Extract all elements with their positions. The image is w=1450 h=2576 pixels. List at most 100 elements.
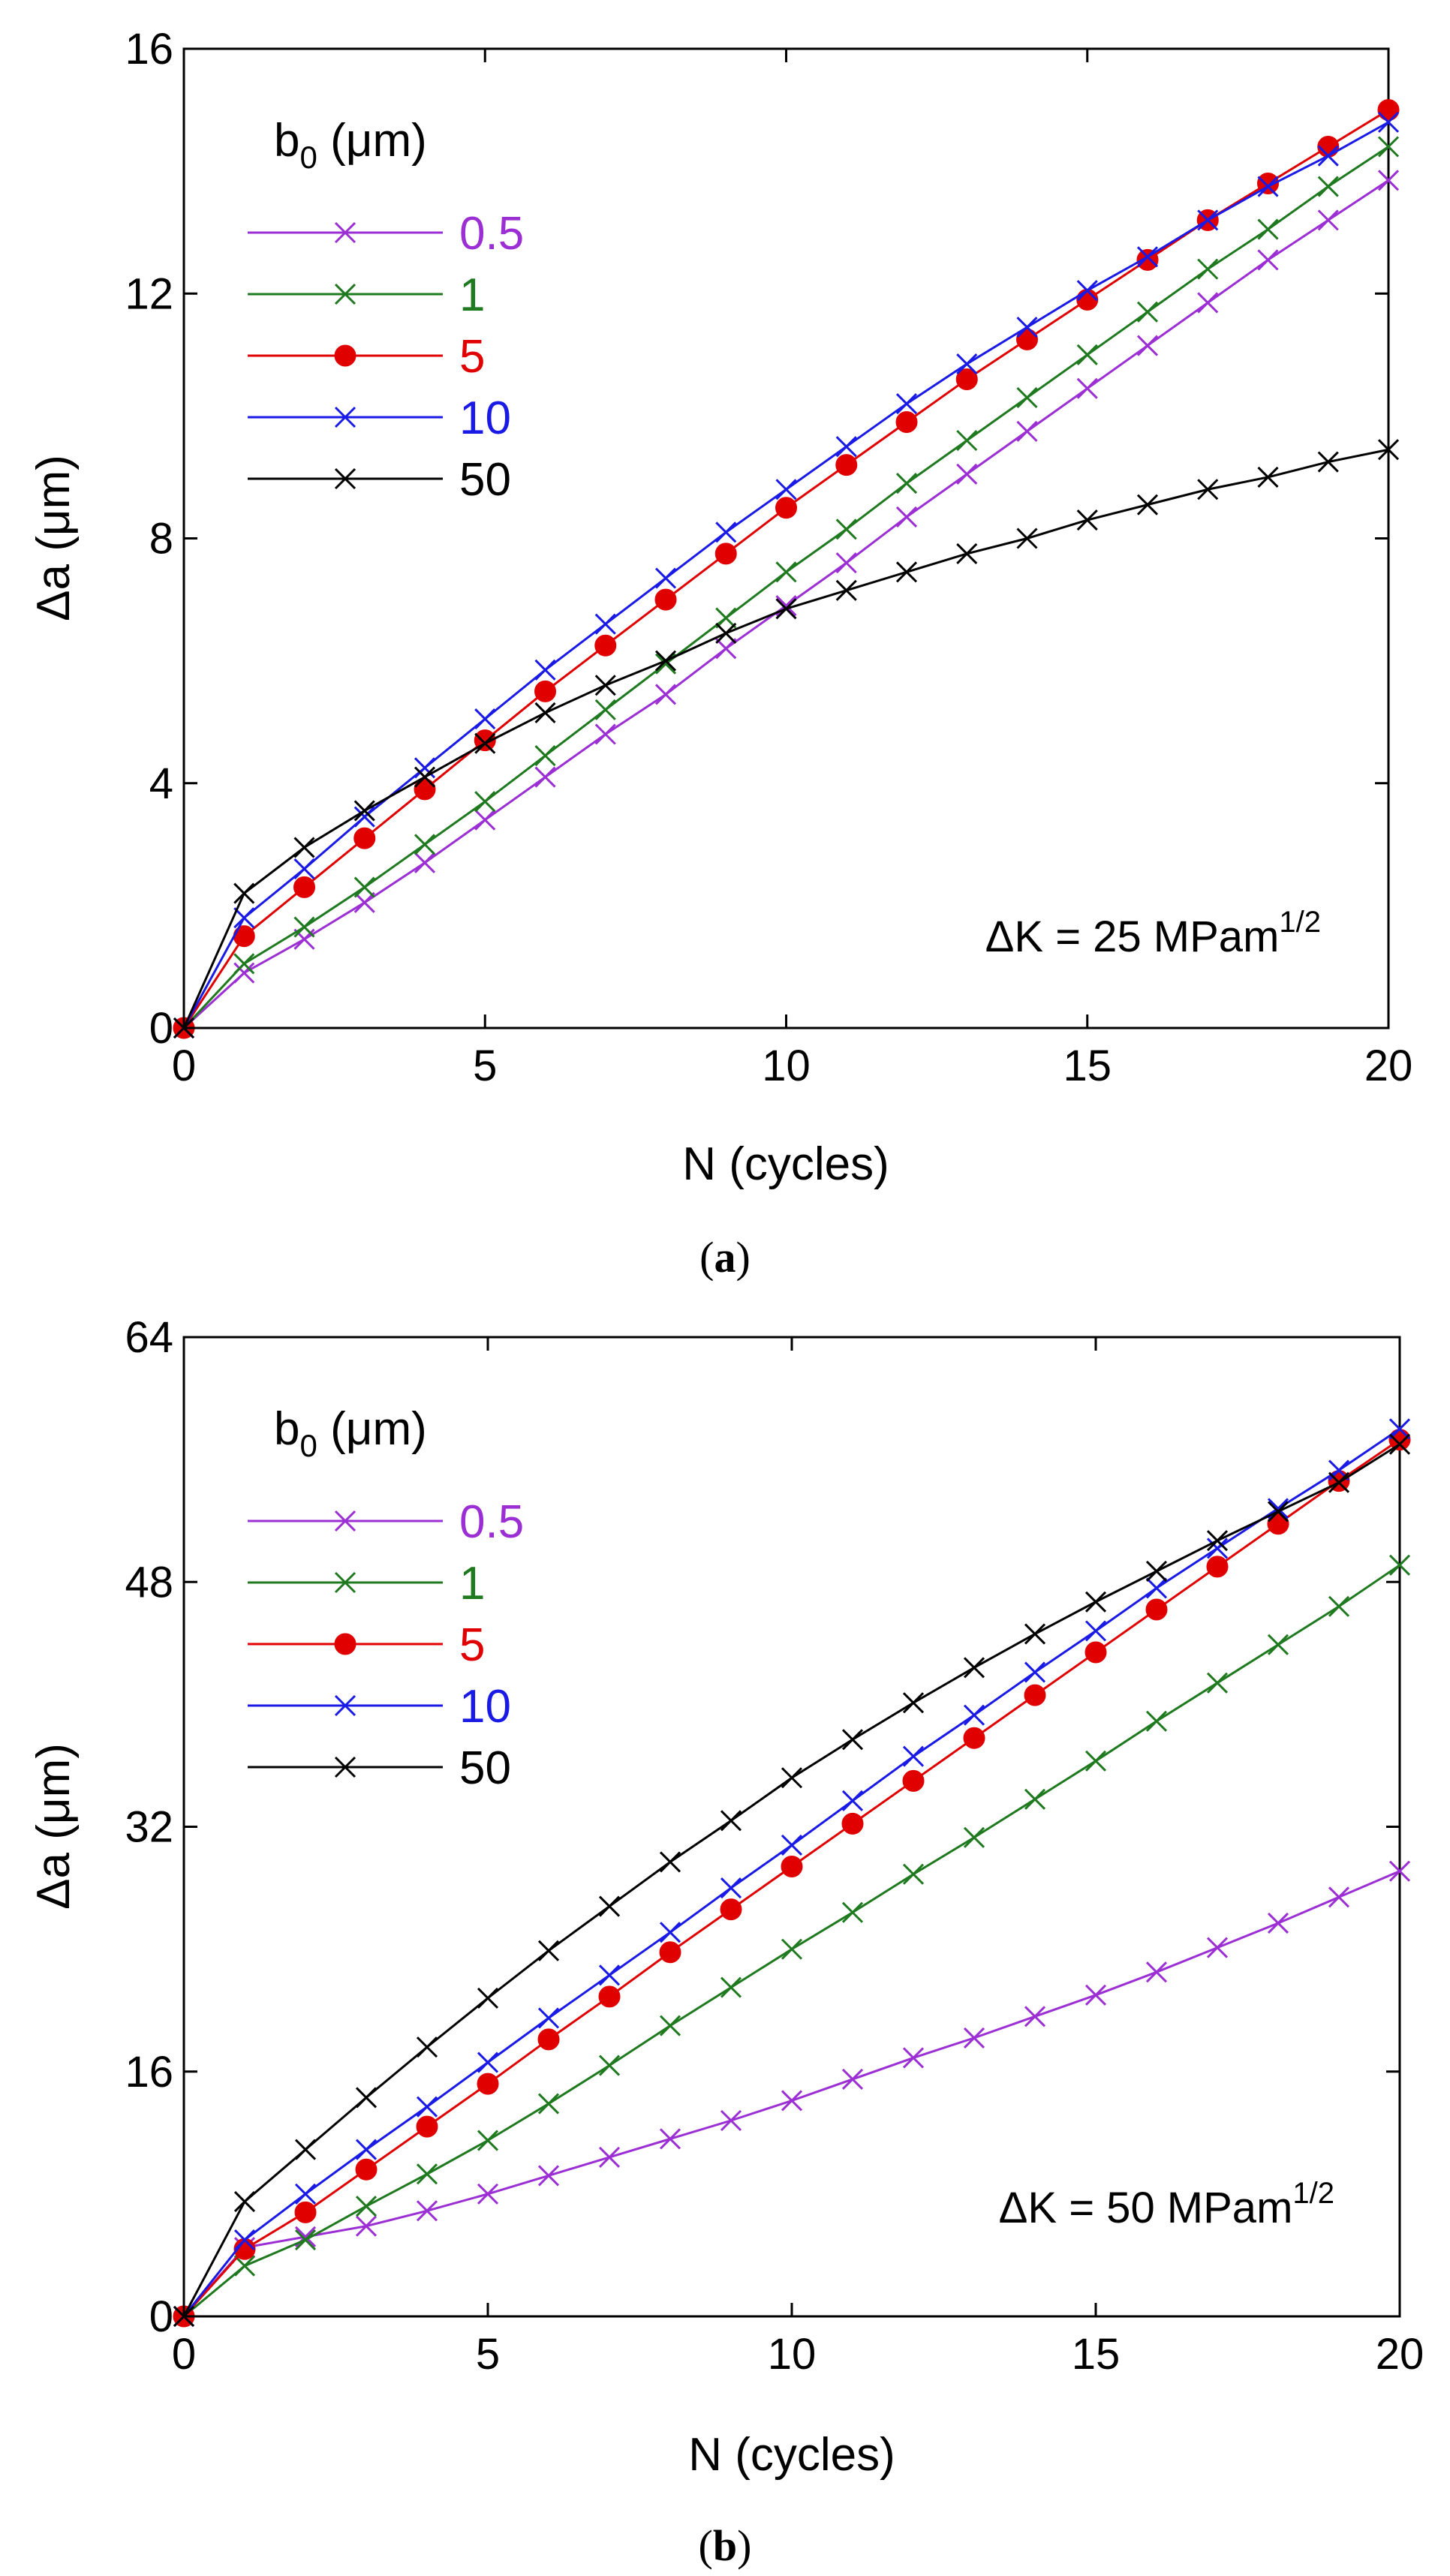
data-point-0.5-b bbox=[1267, 1912, 1289, 1934]
y-tick-label-a: 4 bbox=[149, 759, 173, 808]
data-point-50-b bbox=[963, 1657, 985, 1679]
data-point-50-a bbox=[895, 561, 918, 583]
plot-frame-a bbox=[182, 47, 1390, 1029]
data-point-5-a bbox=[835, 454, 858, 476]
data-point-0.5-a bbox=[1136, 335, 1159, 356]
x-tick-label-a: 0 bbox=[172, 1042, 196, 1090]
data-point-10-b bbox=[537, 2007, 560, 2029]
data-point-1-a bbox=[534, 744, 556, 767]
data-point-0.5-a bbox=[835, 552, 857, 574]
data-point-1-b bbox=[355, 2196, 378, 2217]
data-point-1-b bbox=[294, 2229, 317, 2251]
data-point-50-a bbox=[1136, 494, 1159, 516]
data-point-5-a bbox=[414, 778, 436, 801]
y-tick-label-b: 48 bbox=[125, 1558, 173, 1607]
data-point-10-b bbox=[659, 1922, 681, 1943]
data-point-10-a bbox=[1136, 246, 1159, 268]
legend-marker-5-b bbox=[334, 1633, 356, 1655]
data-point-50-b bbox=[233, 2191, 256, 2213]
data-point-5-a bbox=[654, 588, 677, 611]
data-point-1-b bbox=[537, 2093, 560, 2115]
data-point-10-a bbox=[654, 567, 677, 589]
data-point-5-a bbox=[293, 876, 315, 898]
data-point-1-a bbox=[1076, 344, 1098, 365]
data-point-50-a bbox=[1076, 509, 1098, 531]
data-point-1-a bbox=[353, 876, 375, 898]
data-point-10-b bbox=[902, 1745, 925, 1767]
data-point-1-b bbox=[659, 2015, 681, 2036]
legend-marker-0.5-a bbox=[334, 221, 356, 244]
data-point-5-b bbox=[659, 1941, 681, 1964]
data-point-10-a bbox=[835, 436, 857, 458]
data-point-1-b bbox=[1388, 1554, 1411, 1576]
data-point-10-b bbox=[294, 2183, 317, 2205]
data-point-10-b bbox=[1206, 1537, 1229, 1559]
legend-label-1-b: 1 bbox=[459, 1558, 485, 1610]
y-tick-label-a: 12 bbox=[125, 269, 173, 318]
data-point-50-a bbox=[1317, 451, 1339, 473]
panel-caption-a: (a) bbox=[699, 1233, 751, 1282]
data-point-10-a bbox=[293, 858, 315, 880]
data-point-50-a bbox=[956, 543, 978, 564]
x-axis-label-a: N (cycles) bbox=[682, 1138, 889, 1190]
series-line-5-a bbox=[182, 109, 1389, 1029]
data-point-0.5-a bbox=[534, 766, 556, 788]
legend-label-10-b: 10 bbox=[459, 1681, 511, 1733]
data-point-0.5-a bbox=[654, 684, 677, 705]
legend-label-50-a: 50 bbox=[459, 454, 511, 506]
data-point-5-b bbox=[355, 2158, 378, 2181]
data-point-10-a bbox=[775, 479, 797, 500]
data-point-0.5-b bbox=[537, 2165, 560, 2187]
data-point-50-b bbox=[355, 2087, 378, 2109]
data-point-10-a bbox=[895, 393, 918, 415]
data-point-0.5-a bbox=[1076, 377, 1098, 399]
legend-marker-5-a bbox=[334, 344, 356, 367]
data-point-0.5-a bbox=[1016, 420, 1038, 442]
y-tick-label-a: 8 bbox=[149, 515, 173, 564]
data-point-1-a bbox=[1197, 258, 1219, 280]
y-tick-label-b: 16 bbox=[125, 2048, 173, 2097]
data-point-5-b bbox=[1206, 1556, 1229, 1578]
data-point-1-a bbox=[715, 607, 737, 629]
x-tick-label-a: 10 bbox=[762, 1042, 811, 1090]
data-point-50-a bbox=[1257, 466, 1279, 488]
legend-b: b0 (μm) 0.5 1 5 10 50 bbox=[248, 1403, 524, 1794]
data-point-5-b bbox=[963, 1727, 985, 1749]
data-point-50-a bbox=[474, 732, 496, 754]
x-tick-label-a: 15 bbox=[1063, 1042, 1112, 1090]
data-point-1-b bbox=[841, 1901, 864, 1923]
data-point-50-a bbox=[1377, 439, 1400, 461]
x-axis-label-b: N (cycles) bbox=[688, 2429, 895, 2481]
data-point-10-a bbox=[1317, 145, 1339, 167]
series-line-1-a bbox=[182, 146, 1389, 1029]
data-point-50-b bbox=[294, 2139, 317, 2160]
data-point-1-b bbox=[1206, 1672, 1229, 1694]
data-point-50-b bbox=[416, 2036, 438, 2058]
data-point-50-b bbox=[1145, 1560, 1168, 1583]
delta-k-annotation-b: ΔK = 50 MPam1/2 bbox=[999, 2177, 1334, 2232]
data-point-1-a bbox=[956, 429, 978, 452]
data-point-0.5-b bbox=[659, 2128, 681, 2150]
data-point-50-b bbox=[720, 1810, 742, 1832]
data-point-0.5-a bbox=[715, 638, 737, 660]
data-point-5-b bbox=[841, 1812, 864, 1835]
data-point-0.5-b bbox=[1388, 1860, 1411, 1882]
data-point-1-a bbox=[1136, 301, 1159, 323]
data-point-5-a bbox=[1317, 136, 1340, 158]
data-point-50-a bbox=[715, 622, 737, 644]
data-point-5-b bbox=[1145, 1598, 1168, 1621]
data-point-10-b bbox=[598, 1964, 621, 1986]
data-point-50-b bbox=[598, 1895, 621, 1917]
legend-label-50-b: 50 bbox=[459, 1742, 511, 1794]
data-point-10-a bbox=[414, 757, 436, 779]
data-point-50-b bbox=[1267, 1501, 1289, 1522]
data-point-0.5-a bbox=[353, 891, 375, 913]
data-point-5-a bbox=[714, 543, 737, 565]
plot-area-a bbox=[173, 99, 1400, 1039]
data-point-1-a bbox=[414, 834, 436, 855]
data-point-1-a bbox=[293, 916, 315, 938]
